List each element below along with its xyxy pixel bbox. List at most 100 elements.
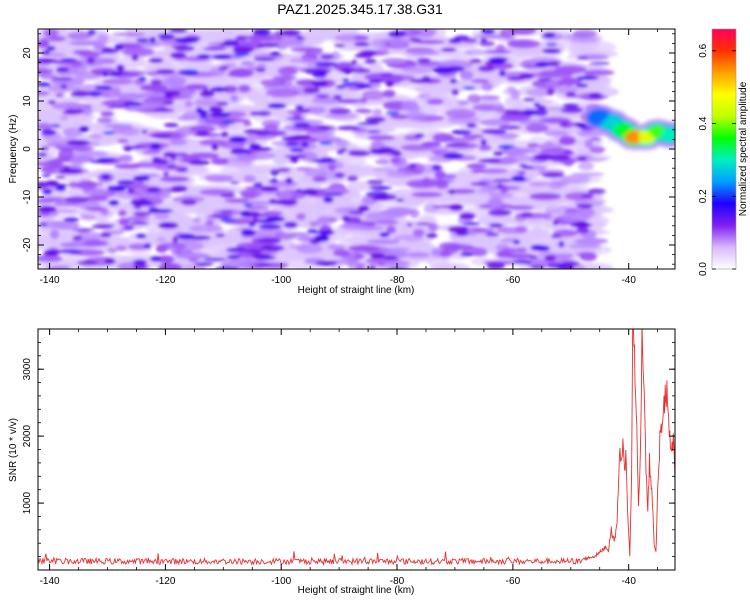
noise-blob-dark [157,33,175,39]
noise-blob-dark [511,175,526,183]
noise-blob-light [512,45,544,58]
noise-blob-mid [545,80,560,87]
noise-blob-dark [550,234,562,239]
noise-blob-dark [546,88,555,96]
noise-blob-dark [203,46,227,51]
noise-blob-mid [243,121,252,127]
noise-blob-mid [135,41,163,47]
noise-blob-dark [307,228,318,234]
noise-blob-dark [94,85,113,91]
noise-blob-mid [573,237,609,245]
x-tick-label: -120 [155,576,175,587]
noise-blob-dark [560,107,583,114]
noise-blob-dark [253,263,272,267]
noise-blob-dark [148,57,164,64]
noise-blob-dark [255,68,267,73]
noise-blob-light [569,40,617,55]
noise-blob-mid [501,147,531,156]
noise-blob-dark [133,259,148,266]
noise-blob-dark [151,133,172,138]
noise-blob-mid [412,228,425,237]
noise-blob-mid [372,108,383,116]
noise-blob-dark [230,148,252,154]
noise-blob-dark [42,49,51,55]
noise-blob-mid [501,247,518,254]
noise-blob-mid [445,108,477,119]
x-tick-label: -140 [40,275,60,286]
noise-blob-mid [502,154,533,163]
noise-blob-dark [409,163,416,169]
noise-blob-dark [163,151,178,158]
noise-blob-blue [385,111,400,115]
colorbar-tick-label: 0.2 [698,189,709,203]
noise-blob-dark [542,48,561,54]
noise-blob-dark [91,223,115,229]
noise-blob-mid [526,143,540,148]
noise-blob-dark [574,221,590,228]
noise-blob-mid [115,245,128,252]
noise-blob-dark [64,108,78,115]
noise-blob-mid [572,29,598,38]
noise-blob-dark [385,80,395,87]
noise-blob-mid [381,58,408,65]
noise-blob-dark [153,108,175,113]
noise-blob-mid [459,70,474,80]
noise-blob-mid [375,159,390,165]
colorbar-label: Normalized spectral amplitude [738,81,749,216]
noise-blob-dark [366,130,381,134]
noise-blob-dark [131,54,139,62]
noise-blob-mid [243,174,256,183]
noise-blob-mid [100,111,115,117]
noise-blob-dark [164,122,179,128]
noise-blob-dark [557,263,575,269]
noise-blob-dark [518,171,526,175]
noise-blob-dark [368,265,377,269]
noise-blob-light [418,214,437,224]
noise-blob-dark [382,255,398,260]
noise-blob-mid [222,85,238,94]
noise-blob-dark [337,98,361,104]
noise-blob-mid [507,205,535,210]
noise-blob-dark [590,137,602,141]
noise-blob-mid [102,78,134,85]
noise-blob-dark [530,265,546,269]
noise-blob-mid [312,176,328,183]
noise-blob-dark [41,129,57,136]
noise-blob-dark [587,188,606,195]
x-tick-label: -140 [40,576,60,587]
noise-blob-dark [268,198,278,205]
noise-blob-dark [480,29,496,34]
noise-blob-mid [104,123,130,128]
noise-blob-dark [366,179,384,185]
noise-blob-mid [510,29,537,35]
noise-blob-dark [334,172,345,179]
noise-blob-mid [296,243,323,254]
noise-blob-dark [257,238,281,243]
noise-blob-dark [518,164,528,168]
noise-blob-mid [470,169,486,174]
noise-blob-mid [117,209,127,217]
noise-blob-dark [46,46,56,51]
noise-blob-light [38,109,52,118]
noise-blob-dark [498,125,521,130]
snr-series-line [38,329,675,566]
noise-blob-dark [199,90,215,98]
noise-blob-mid [38,91,50,96]
noise-blob-light [458,167,478,178]
noise-blob-mid [38,212,50,217]
noise-blob-mid [242,193,257,200]
noise-blob-mid [375,220,400,225]
noise-blob-blue [138,76,147,81]
noise-blob-dark [285,142,300,147]
noise-blob-mid [51,35,67,42]
noise-blob-mid [206,176,234,183]
noise-blob-dark [78,125,90,133]
noise-blob-dark [60,83,68,89]
noise-blob-dark [320,157,333,161]
noise-blob-dark [451,129,472,135]
noise-blob-mid [262,210,283,217]
noise-blob-dark [77,260,98,266]
noise-blob-dark [357,205,370,212]
noise-blob-mid [589,145,605,154]
noise-blob-mid [428,222,438,232]
